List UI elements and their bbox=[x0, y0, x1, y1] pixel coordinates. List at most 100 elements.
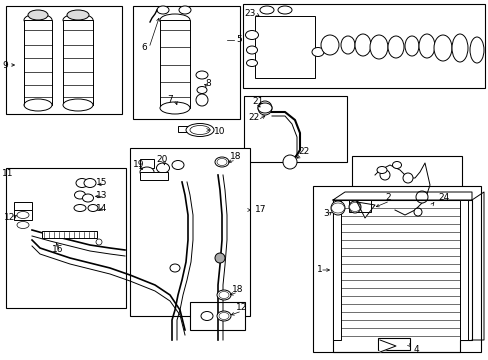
Ellipse shape bbox=[369, 35, 387, 59]
Circle shape bbox=[348, 201, 360, 213]
Bar bbox=[14, 210, 32, 220]
Ellipse shape bbox=[63, 99, 93, 111]
Text: 2: 2 bbox=[384, 193, 390, 202]
Text: 5: 5 bbox=[236, 36, 241, 45]
Bar bbox=[332, 200, 340, 340]
Ellipse shape bbox=[156, 163, 169, 173]
Ellipse shape bbox=[418, 34, 434, 58]
Ellipse shape bbox=[160, 14, 190, 26]
Ellipse shape bbox=[88, 204, 98, 211]
Text: 20: 20 bbox=[156, 156, 167, 165]
Ellipse shape bbox=[354, 34, 370, 56]
Ellipse shape bbox=[197, 86, 206, 94]
Text: 13: 13 bbox=[96, 192, 107, 201]
Bar bbox=[351, 156, 461, 236]
Ellipse shape bbox=[157, 6, 169, 14]
Text: 9: 9 bbox=[2, 60, 8, 69]
Bar bbox=[377, 338, 409, 350]
Text: 8: 8 bbox=[204, 78, 210, 87]
Text: 6: 6 bbox=[141, 44, 146, 53]
Ellipse shape bbox=[67, 10, 89, 20]
Text: 3: 3 bbox=[323, 210, 328, 219]
Bar bbox=[312, 186, 480, 352]
Bar bbox=[140, 172, 168, 180]
Bar bbox=[6, 6, 122, 114]
Bar bbox=[459, 200, 467, 340]
Text: 21: 21 bbox=[251, 98, 263, 107]
Circle shape bbox=[196, 94, 207, 106]
Ellipse shape bbox=[433, 35, 451, 61]
Text: 12: 12 bbox=[4, 213, 15, 222]
Circle shape bbox=[283, 155, 296, 169]
Bar bbox=[6, 168, 126, 308]
Ellipse shape bbox=[170, 264, 180, 272]
Ellipse shape bbox=[451, 34, 467, 62]
Circle shape bbox=[415, 191, 427, 203]
Bar bbox=[130, 148, 249, 316]
Ellipse shape bbox=[28, 10, 48, 20]
Ellipse shape bbox=[17, 221, 29, 229]
Text: 19: 19 bbox=[133, 161, 144, 170]
Circle shape bbox=[413, 208, 421, 216]
Ellipse shape bbox=[278, 6, 291, 14]
Ellipse shape bbox=[24, 99, 52, 111]
Ellipse shape bbox=[404, 36, 418, 56]
Ellipse shape bbox=[217, 158, 226, 166]
Ellipse shape bbox=[215, 157, 228, 167]
Ellipse shape bbox=[84, 179, 96, 188]
Text: 4: 4 bbox=[413, 345, 419, 354]
Ellipse shape bbox=[219, 312, 228, 320]
Circle shape bbox=[215, 253, 224, 263]
Bar bbox=[254, 16, 314, 78]
Circle shape bbox=[379, 170, 389, 180]
Ellipse shape bbox=[172, 161, 183, 170]
Polygon shape bbox=[379, 340, 395, 352]
Bar bbox=[24, 20, 52, 105]
Text: 14: 14 bbox=[96, 204, 107, 213]
Bar bbox=[160, 20, 190, 108]
Circle shape bbox=[96, 239, 102, 245]
Ellipse shape bbox=[160, 102, 190, 114]
Text: 17: 17 bbox=[254, 206, 266, 215]
Circle shape bbox=[330, 201, 345, 215]
Bar bbox=[243, 4, 484, 88]
Text: 22: 22 bbox=[247, 113, 259, 122]
Bar bbox=[133, 6, 240, 119]
Bar bbox=[140, 159, 154, 168]
Text: 22: 22 bbox=[297, 148, 308, 157]
Ellipse shape bbox=[74, 204, 86, 211]
Text: 18: 18 bbox=[231, 284, 243, 293]
Bar bbox=[63, 20, 93, 105]
Ellipse shape bbox=[246, 59, 257, 67]
Ellipse shape bbox=[17, 211, 29, 219]
Text: 18: 18 bbox=[229, 153, 241, 162]
Bar bbox=[244, 96, 346, 162]
Ellipse shape bbox=[387, 36, 403, 58]
Ellipse shape bbox=[74, 191, 85, 199]
Ellipse shape bbox=[24, 14, 52, 26]
Bar bbox=[190, 302, 244, 330]
Ellipse shape bbox=[63, 14, 93, 26]
Ellipse shape bbox=[258, 103, 271, 113]
Ellipse shape bbox=[82, 194, 93, 202]
Ellipse shape bbox=[190, 126, 209, 135]
Text: 16: 16 bbox=[52, 246, 63, 255]
Ellipse shape bbox=[376, 166, 386, 174]
Ellipse shape bbox=[76, 179, 88, 188]
Text: 7: 7 bbox=[167, 94, 172, 104]
Ellipse shape bbox=[201, 311, 213, 320]
Ellipse shape bbox=[217, 290, 230, 300]
Text: 10: 10 bbox=[214, 127, 225, 136]
Ellipse shape bbox=[245, 31, 258, 40]
Circle shape bbox=[402, 173, 412, 183]
Ellipse shape bbox=[246, 46, 257, 54]
Text: 1: 1 bbox=[316, 265, 322, 274]
Bar bbox=[348, 200, 370, 212]
Ellipse shape bbox=[219, 292, 228, 298]
Text: 11: 11 bbox=[2, 170, 14, 179]
Ellipse shape bbox=[260, 6, 273, 14]
Text: 12: 12 bbox=[236, 303, 247, 312]
Ellipse shape bbox=[340, 36, 354, 54]
Ellipse shape bbox=[140, 167, 154, 177]
Circle shape bbox=[258, 101, 271, 115]
